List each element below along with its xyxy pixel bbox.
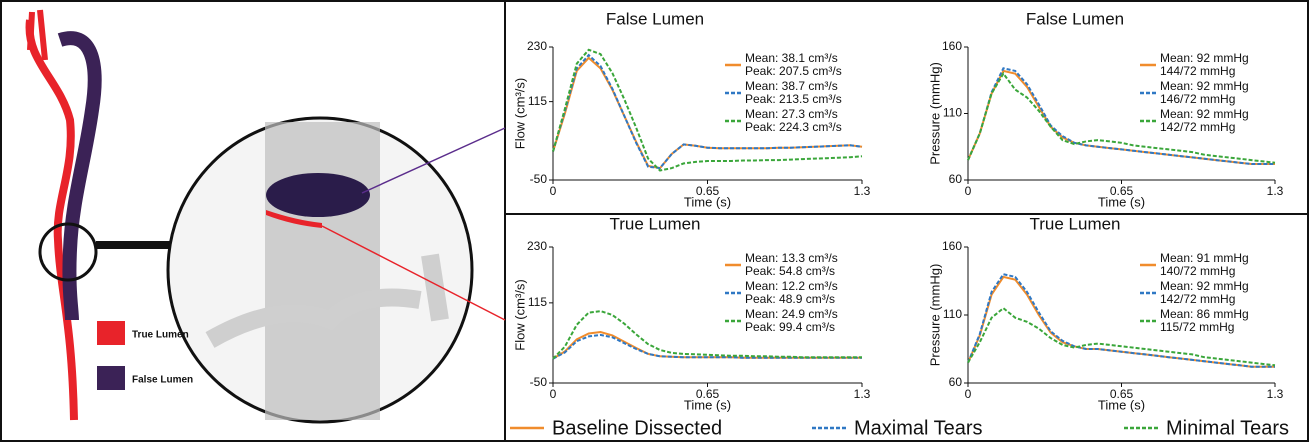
zoom-connector (96, 241, 174, 249)
annotation: Mean: 91 mmHg (1160, 251, 1249, 265)
annotation: 140/72 mmHg (1160, 264, 1235, 278)
series-line (552, 310, 862, 360)
x-axis-label: Time (s) (684, 397, 731, 412)
x-tick-label: 0.65 (696, 184, 720, 198)
vessel (265, 122, 380, 420)
y-tick-label: 60 (949, 375, 963, 389)
x-tick-label: 0.65 (1110, 184, 1134, 198)
x-axis-label: Time (s) (1098, 194, 1145, 209)
x-tick-label: 1.3 (854, 387, 871, 401)
legend-label: Maximal Tears (854, 417, 983, 439)
series-line (967, 306, 1276, 367)
legend-swatch (97, 321, 125, 345)
chart-title: True Lumen (609, 214, 700, 233)
y-tick-label: 160 (942, 239, 962, 253)
y-tick-label: 110 (943, 106, 962, 120)
illustration (25, 9, 506, 424)
annotation: Peak: 54.8 cm³/s (745, 264, 835, 278)
y-tick-label: 230 (527, 239, 547, 253)
series-line (967, 71, 1276, 164)
x-tick-label: 0.65 (696, 387, 720, 401)
zoom-circle-small (38, 222, 98, 282)
false-lumen-slice (266, 173, 370, 217)
y-axis-label: Pressure (mmHg) (927, 62, 942, 165)
x-tick-label: 1.3 (854, 184, 871, 198)
annotation: Mean: 38.7 cm³/s (745, 79, 838, 93)
aorta-false (57, 31, 102, 321)
x-tick-label: 0 (965, 184, 972, 198)
annotation: Peak: 99.4 cm³/s (745, 320, 835, 334)
annotation: Mean: 92 mmHg (1160, 79, 1249, 93)
y-axis-label: Flow (cm³/s) (512, 279, 527, 351)
x-tick-label: 0 (965, 387, 972, 401)
x-tick-label: 1.3 (1267, 387, 1284, 401)
arch-branches (27, 9, 48, 61)
annotation: Mean: 27.3 cm³/s (745, 107, 838, 121)
y-tick-label: 230 (527, 39, 547, 53)
y-tick-label: -50 (530, 172, 548, 186)
series-line (967, 273, 1275, 368)
annotation: Mean: 92 mmHg (1160, 279, 1249, 293)
legend-label: False Lumen (132, 375, 193, 386)
annotation: 146/72 mmHg (1160, 92, 1235, 106)
annotation: Peak: 207.5 cm³/s (745, 64, 842, 78)
annotation: Mean: 13.3 cm³/s (745, 251, 838, 265)
chart-title: False Lumen (1026, 9, 1124, 28)
y-tick-label: 115 (528, 94, 547, 108)
y-tick-label: 160 (942, 39, 962, 53)
annotation: Peak: 224.3 cm³/s (745, 120, 842, 134)
annotation: 142/72 mmHg (1160, 120, 1235, 134)
annotation: 142/72 mmHg (1160, 292, 1235, 306)
annotation: Mean: 92 mmHg (1160, 107, 1249, 121)
annotation: Mean: 24.9 cm³/s (745, 307, 838, 321)
x-axis-label: Time (s) (684, 194, 731, 209)
annotation: Mean: 92 mmHg (1160, 51, 1249, 65)
y-tick-label: 110 (943, 307, 962, 321)
annotation: Mean: 86 mmHg (1160, 307, 1249, 321)
annotation: Peak: 213.5 cm³/s (745, 92, 842, 106)
annotation: Mean: 38.1 cm³/s (745, 51, 838, 65)
y-tick-label: 60 (949, 172, 963, 186)
chart-title: True Lumen (1029, 214, 1120, 233)
series-line (552, 48, 863, 172)
x-tick-label: 0 (550, 387, 557, 401)
annotation: Mean: 12.2 cm³/s (745, 279, 838, 293)
y-tick-label: -50 (530, 375, 548, 389)
branches (205, 253, 449, 348)
series-line (552, 330, 862, 360)
annotation: 115/72 mmHg (1160, 320, 1234, 334)
x-axis-label: Time (s) (1098, 397, 1145, 412)
series-line (552, 53, 863, 170)
legend-label: True Lumen (132, 330, 189, 341)
x-tick-label: 1.3 (1267, 184, 1284, 198)
y-axis-label: Flow (cm³/s) (512, 78, 527, 150)
x-tick-label: 0.65 (1110, 387, 1134, 401)
y-tick-label: 115 (528, 295, 547, 309)
legend-label: Baseline Dissected (552, 417, 722, 439)
chart-title: False Lumen (606, 9, 704, 28)
annotation: 144/72 mmHg (1160, 64, 1235, 78)
legend-swatch (97, 366, 125, 390)
pointer-false (361, 127, 506, 194)
pointer-true (321, 225, 506, 321)
x-tick-label: 0 (550, 184, 557, 198)
series-line (967, 67, 1275, 165)
legend-label: Minimal Tears (1166, 417, 1289, 439)
true-lumen-slice (266, 210, 322, 228)
series-line (552, 333, 862, 360)
y-axis-label: Pressure (mmHg) (927, 264, 942, 367)
annotation: Peak: 48.9 cm³/s (745, 292, 835, 306)
